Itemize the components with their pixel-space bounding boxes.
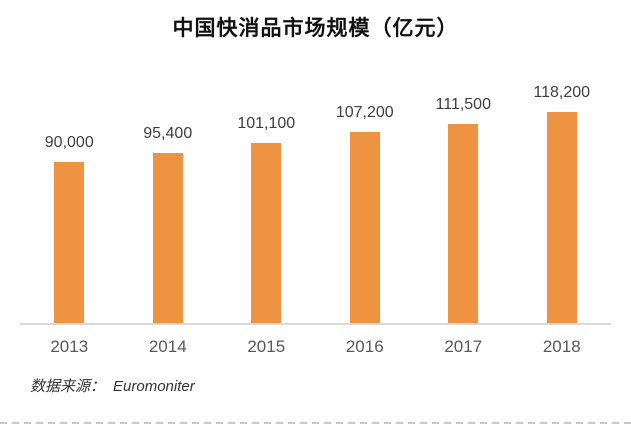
- bar: [251, 143, 282, 323]
- bar-column: 90,000: [20, 134, 119, 323]
- bar-column: 95,400: [119, 125, 218, 323]
- bar-column: 101,100: [217, 115, 316, 323]
- source-note: 数据来源： Euromoniter: [30, 375, 631, 396]
- source-label: 数据来源：: [30, 378, 106, 395]
- chart-title: 中国快消品市场规模（亿元）: [172, 16, 459, 40]
- bar: [54, 162, 85, 323]
- bar-chart-plot-area: 90,000 95,400 101,100 107,200 111,500 118,200: [20, 43, 611, 325]
- bar: [448, 124, 479, 323]
- x-axis-tick-label: 2013: [50, 337, 89, 356]
- bar-value-label: 101,100: [237, 115, 296, 132]
- x-axis-tick-label: 2017: [444, 337, 483, 356]
- bar: [546, 112, 577, 323]
- bar-value-label: 90,000: [44, 134, 94, 151]
- bar-column: 118,200: [513, 84, 612, 323]
- bar-value-label: 111,500: [435, 96, 491, 113]
- x-axis-tick-label: 2018: [542, 337, 581, 356]
- bar-value-label: 107,200: [335, 104, 394, 121]
- bar-value-label: 118,200: [533, 84, 591, 101]
- bar-column: 111,500: [414, 96, 513, 323]
- x-axis-line: [20, 323, 611, 325]
- bottom-dashed-divider: [0, 422, 631, 424]
- x-axis-tick-label: 2016: [345, 337, 384, 356]
- x-axis-tick-label: 2015: [247, 337, 286, 356]
- bar-column: 107,200: [316, 104, 415, 323]
- bar-value-label: 95,400: [143, 125, 193, 142]
- source-value: Euromoniter: [113, 378, 195, 395]
- bar: [349, 132, 380, 323]
- bar-series: 90,000 95,400 101,100 107,200 111,500 118,200: [20, 43, 611, 323]
- x-axis-tick-label: 2014: [148, 337, 187, 356]
- bar: [152, 153, 183, 323]
- x-axis-tick-row: 2013 2014 2015 2016 2017 2018: [20, 325, 611, 357]
